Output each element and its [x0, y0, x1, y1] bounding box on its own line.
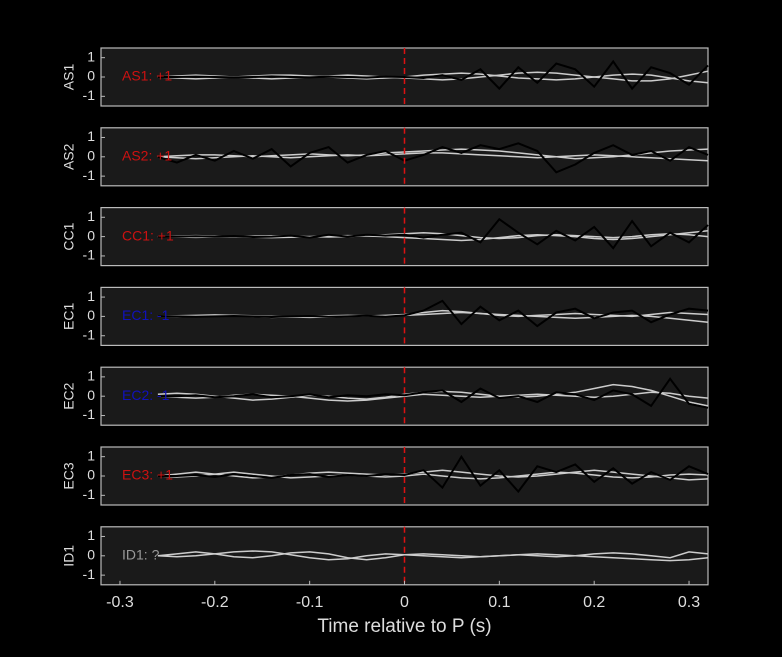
x-tick-label: -0.3: [106, 594, 134, 611]
trace: [157, 299, 709, 328]
y-tick-label: -1: [83, 566, 96, 582]
y-tick-label: 1: [87, 48, 95, 64]
y-tick-label: -1: [83, 87, 96, 103]
y-tick-label: 1: [87, 368, 95, 384]
y-axis-label: CC1: [61, 222, 77, 250]
y-tick-label: -1: [83, 326, 96, 342]
y-tick-label: 0: [87, 227, 95, 243]
y-tick-label: 1: [87, 527, 95, 543]
annotation: EC2: -1: [122, 387, 170, 403]
annotation: AS2: +1: [122, 148, 172, 164]
y-axis-label: AS1: [61, 64, 77, 91]
trace: [157, 469, 709, 481]
y-tick-label: 0: [87, 387, 95, 403]
y-tick-label: 0: [87, 467, 95, 483]
x-tick-label: 0: [400, 594, 409, 611]
y-tick-label: -1: [83, 486, 96, 502]
y-axis-label: EC3: [61, 462, 77, 489]
y-tick-label: -1: [83, 167, 96, 183]
y-tick-label: 0: [87, 148, 95, 164]
annotation: AS1: +1: [122, 68, 172, 84]
annotation: EC3: +1: [122, 467, 173, 483]
y-tick-label: 0: [87, 307, 95, 323]
y-axis-label: EC2: [61, 382, 77, 409]
trace: [157, 152, 709, 162]
y-axis-label: EC1: [61, 303, 77, 330]
trace: [157, 454, 709, 494]
annotation: ID1: ?: [122, 547, 160, 563]
y-axis-label: AS2: [61, 143, 77, 170]
y-tick-label: 1: [87, 128, 95, 144]
x-tick-label: -0.1: [296, 594, 324, 611]
x-tick-label: -0.2: [201, 594, 229, 611]
trace: [157, 217, 709, 250]
trace: [157, 550, 709, 562]
y-tick-label: 0: [87, 68, 95, 84]
x-tick-label: 0.1: [488, 594, 510, 611]
y-tick-label: 1: [87, 288, 95, 304]
y-tick-label: 1: [87, 208, 95, 224]
x-axis-label: Time relative to P (s): [317, 616, 491, 637]
y-tick-label: 1: [87, 447, 95, 463]
y-axis-label: ID1: [61, 545, 77, 567]
annotation: EC1: -1: [122, 307, 170, 323]
annotation: CC1: +1: [122, 227, 174, 243]
y-tick-label: 0: [87, 547, 95, 563]
trace: [157, 551, 709, 561]
trace: [157, 471, 709, 480]
y-tick-label: -1: [83, 406, 96, 422]
trace: [157, 377, 709, 409]
y-tick-label: -1: [83, 247, 96, 263]
trace: [157, 59, 709, 91]
x-tick-label: 0.3: [678, 594, 700, 611]
x-tick-label: 0.2: [583, 594, 605, 611]
trace: [157, 142, 709, 174]
